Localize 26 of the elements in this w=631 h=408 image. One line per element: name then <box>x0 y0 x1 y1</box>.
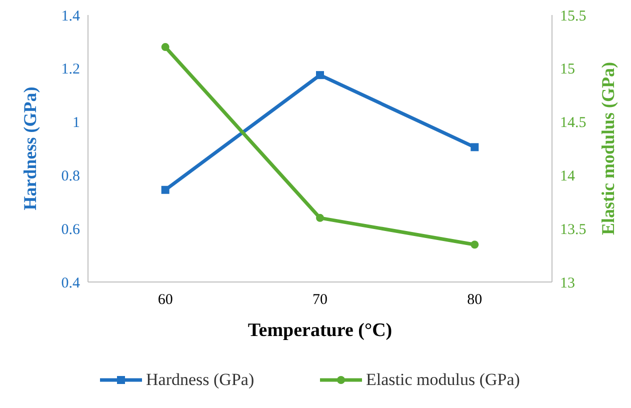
point <box>470 240 479 249</box>
x-axis-title: Temperature (°C) <box>248 320 392 341</box>
y2-tick-label: 14 <box>560 168 576 184</box>
point <box>316 214 324 222</box>
point <box>316 71 324 80</box>
y2-axis-title: Elastic modulus (GPa) <box>598 62 618 236</box>
point <box>161 186 170 194</box>
y2-tick-label: 15 <box>560 62 575 78</box>
x-tick-label: 60 <box>158 292 173 308</box>
x-tick-label: 70 <box>312 292 328 308</box>
x-tick-label: 80 <box>467 292 482 308</box>
legend-label: Elastic modulus (GPa) <box>366 370 520 389</box>
y2-tick-label: 15.5 <box>560 8 586 24</box>
y2-tick-label: 14.5 <box>560 115 586 132</box>
y-tick-label: 1 <box>72 115 80 132</box>
y-tick-label: 1.4 <box>61 8 80 24</box>
point <box>470 143 479 152</box>
y2-tick-label: 13.5 <box>560 222 586 238</box>
y-tick-label: 0.8 <box>61 168 80 184</box>
legend-label: Hardness (GPa) <box>146 370 254 389</box>
y-tick-label: 0.6 <box>61 222 80 238</box>
y-axis-title: Hardness (GPa) <box>20 86 40 210</box>
y-tick-label: 1.2 <box>61 62 80 78</box>
y-tick-label: 0.4 <box>61 275 80 292</box>
point <box>161 43 170 52</box>
y2-tick-label: 13 <box>560 275 575 292</box>
